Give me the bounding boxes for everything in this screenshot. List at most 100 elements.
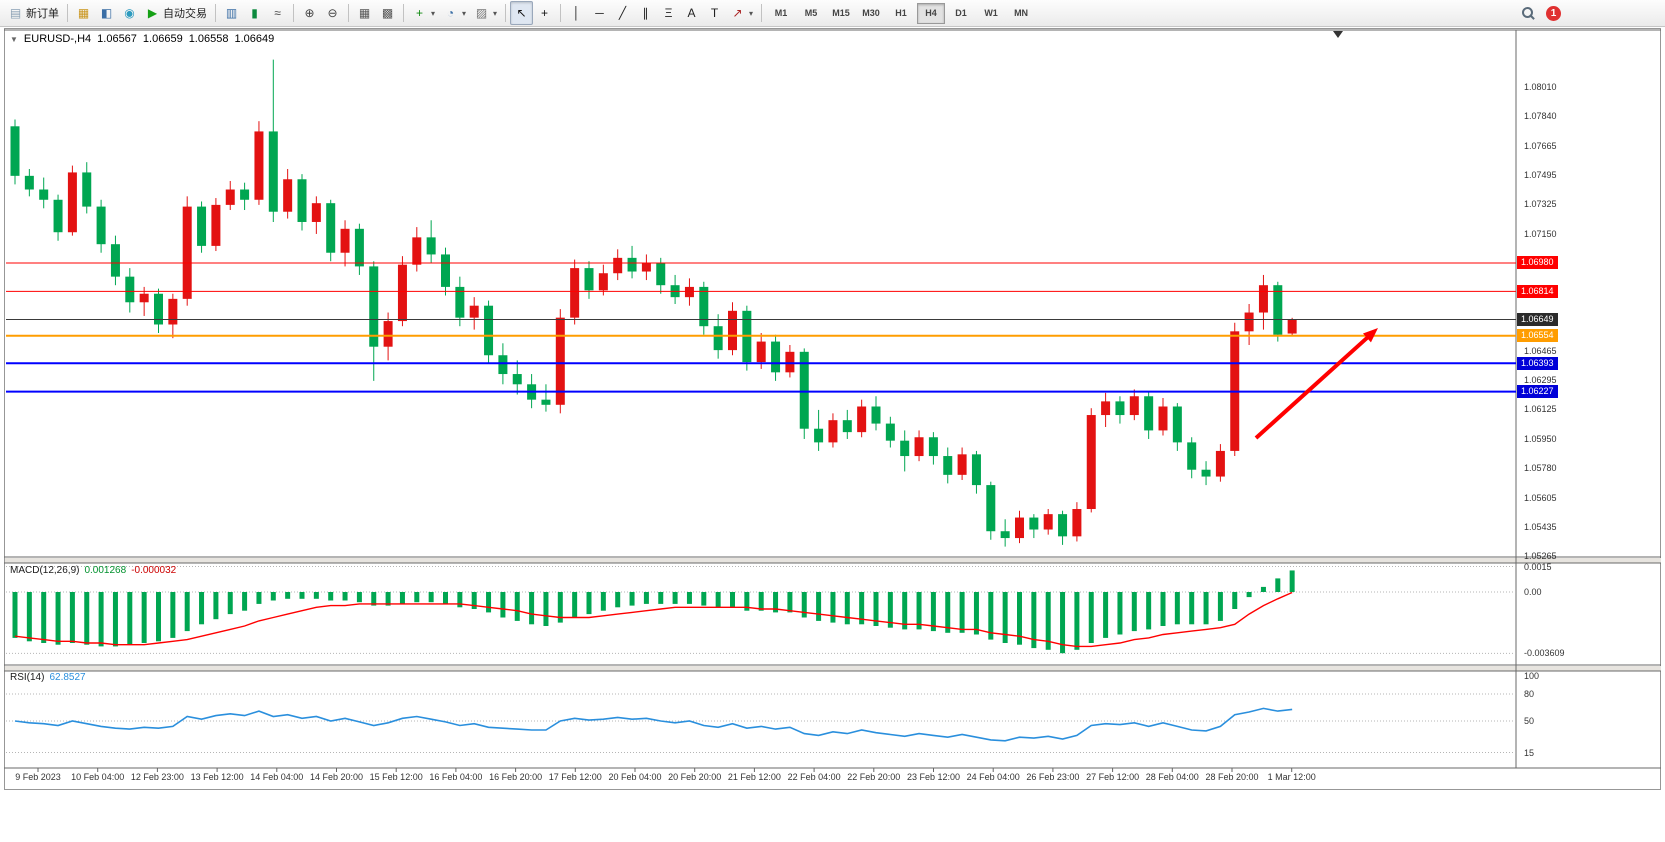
timeframe-m15-button[interactable]: M15 [832,7,850,18]
trendline-button[interactable]: ╱ [611,1,634,25]
price-axis-label: 1.07150 [1524,228,1557,239]
chart-symbol-period: EURUSD-,H4 [23,33,92,45]
cascade-windows-button[interactable]: ▩ [376,1,399,25]
price-axis-label: 1.05950 [1524,433,1557,444]
toolbar-separator [293,4,294,22]
notification-badge[interactable]: 1 [1546,5,1561,21]
autotrading-button[interactable]: ▶ 自动交易 [141,1,211,25]
price-axis-label: 1.07840 [1524,111,1557,122]
line-chart-button[interactable]: ≈ [266,1,289,25]
fibonacci-button[interactable]: Ξ [657,1,680,25]
navigator-icon: ◉ [124,6,135,20]
timeframe-w1-button[interactable]: W1 [984,7,998,18]
data-window-button[interactable]: ◧ [95,1,118,25]
timeframe-buttons: M1 M5 M15 M30 H1 H4 D1 W1 MN [766,2,1036,24]
price-axis-label: 1.07495 [1524,169,1557,180]
time-axis-label: 23 Feb 12:00 [906,772,961,782]
time-axis-label: 21 Feb 12:00 [727,772,781,782]
time-axis-label: 28 Feb 20:00 [1205,772,1259,782]
price-badge: 1.06814 [1517,284,1558,298]
time-axis-label: 9 Feb 2023 [15,772,61,782]
market-watch-button[interactable]: ▦ [72,1,95,25]
dropdown-caret-icon: ▾ [431,8,436,18]
navigator-button[interactable]: ◉ [118,1,141,25]
label-icon: T [710,6,719,20]
zoom-out-icon: ⊖ [327,6,338,20]
chart-title: ▼ EURUSD-,H4 1.06567 1.06659 1.06558 1.0… [10,33,274,45]
price-badge: 1.06393 [1517,356,1558,370]
channel-button[interactable]: ∥ [634,1,657,25]
horizontal-line-button[interactable]: ─ [588,1,611,25]
dropdown-caret-icon: ▾ [493,8,498,18]
bar-chart-button[interactable]: ▥ [220,1,243,25]
zoom-in-button[interactable]: ⊕ [298,1,321,25]
timeframe-m1-button[interactable]: M1 [774,7,788,18]
price-axis-label: 1.07665 [1524,140,1557,151]
macd-main-value: 0.001268 [84,565,127,576]
zoom-out-button[interactable]: ⊖ [321,1,344,25]
toolbar-separator [560,4,562,22]
vertical-line-button[interactable]: │ [565,1,588,25]
chart-window[interactable] [4,28,1661,790]
templates-button[interactable]: ▨ ▾ [470,1,501,25]
timeframe-m5-button[interactable]: M5 [804,7,818,18]
time-axis-label: 12 Feb 23:00 [130,772,184,782]
cursor-icon: ↖ [516,6,527,20]
new-order-button[interactable]: ▤ 新订单 [4,1,63,25]
channel-icon: ∥ [642,6,649,20]
timeframe-h1-button[interactable]: H1 [895,7,907,18]
autotrading-icon: ▶ [147,6,158,20]
market-watch-icon: ▦ [77,6,90,20]
time-axis-label: 14 Feb 20:00 [309,772,364,782]
price-axis-label: 1.06465 [1524,345,1557,356]
one-click-trading-toggle[interactable]: ▼ [10,34,18,44]
time-axis-label: 17 Feb 12:00 [548,772,602,782]
macd-axis-label: -0.003609 [1524,648,1565,659]
candlestick-chart-button[interactable]: ▮ [243,1,266,25]
rsi-value: 62.8527 [49,672,86,683]
label-button[interactable]: T [703,1,726,25]
toolbar-right: 1 [1521,5,1661,21]
time-axis-label: 13 Feb 12:00 [190,772,244,782]
timeframe-mn-button[interactable]: MN [1014,7,1029,18]
autotrading-label: 自动交易 [163,8,207,20]
search-icon[interactable] [1521,6,1536,21]
new-chart-button[interactable]: + ▾ [408,1,439,25]
macd-header: MACD(12,26,9) 0.001268 -0.000032 [10,565,176,576]
trendline-icon: ╱ [618,6,627,20]
panel-splitter[interactable] [5,558,1661,563]
price-axis-label: 1.05265 [1524,550,1557,561]
toolbar-separator [215,4,216,22]
crosshair-icon: + [541,6,549,20]
toolbar-separator [505,4,507,22]
templates-icon: ▨ [475,6,488,20]
toolbar-separator [348,4,349,22]
new-chart-icon: + [415,6,423,20]
price-axis-label: 1.06125 [1524,404,1557,415]
tile-windows-button[interactable]: ▦ [353,1,376,25]
text-icon: A [687,6,696,20]
chart-low-value: 1.06558 [188,33,229,45]
panel-splitter[interactable] [5,666,1661,671]
timeframe-m30-button[interactable]: M30 [862,7,880,18]
arrows-tool-button[interactable]: ↗ ▾ [726,1,757,25]
rsi-label: RSI(14) [10,672,45,683]
crosshair-button[interactable]: + [533,1,556,25]
price-axis-label: 1.05435 [1524,521,1557,532]
horizontal-line-icon: ─ [595,6,604,20]
price-axis-label: 1.05780 [1524,463,1557,473]
profiles-button[interactable]: ◔ ▾ [439,1,470,25]
text-button[interactable]: A [680,1,703,25]
timeframe-h4-button[interactable]: H4 [917,2,946,24]
time-axis-label: 1 Mar 12:00 [1267,772,1316,782]
rsi-header: RSI(14) 62.8527 [10,672,86,683]
rsi-axis-label: 80 [1524,689,1535,699]
time-axis-label: 15 Feb 12:00 [369,772,423,782]
cursor-button[interactable]: ↖ [510,1,534,25]
data-window-icon: ◧ [100,6,113,20]
price-axis-label: 1.06295 [1524,375,1557,386]
macd-signal-value: -0.000032 [131,565,177,576]
chart-open-value: 1.06567 [97,33,137,45]
rsi-axis-label: 50 [1524,716,1535,726]
timeframe-d1-button[interactable]: D1 [955,7,967,18]
